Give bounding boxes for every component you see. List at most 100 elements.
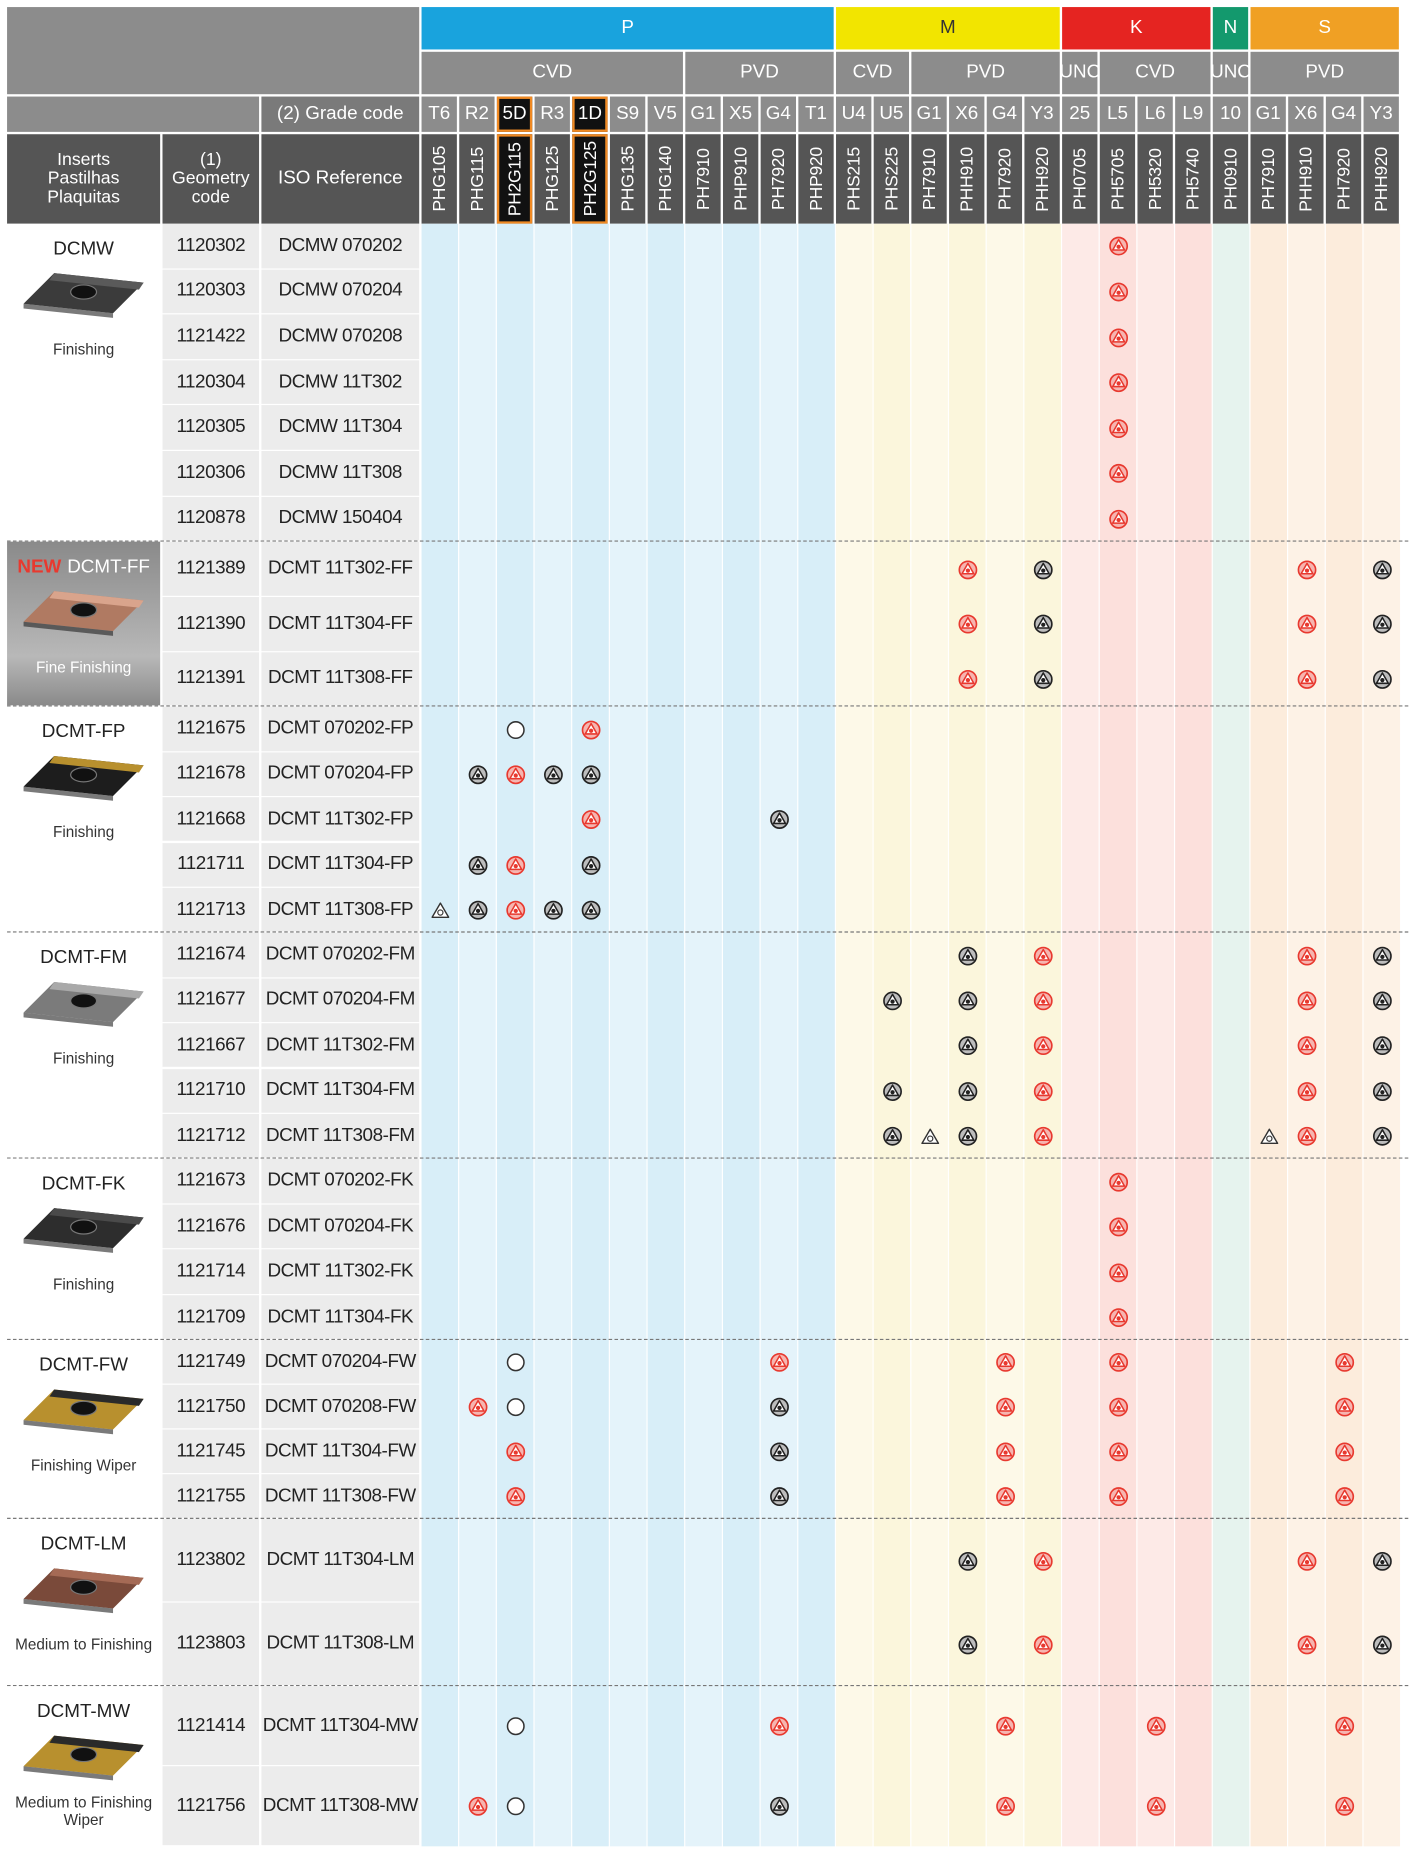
insert-name: DCMT-FM <box>7 945 160 973</box>
group-label: S <box>1250 7 1399 50</box>
grade-symbol-red <box>1335 1398 1355 1417</box>
insert-name: DCMT-FW <box>7 1352 160 1380</box>
geometry-code: 1120304 <box>162 360 260 405</box>
iso-grade-cell: PHS225 <box>873 134 910 224</box>
column-bg <box>798 223 835 1847</box>
group-separator <box>7 705 1409 707</box>
column-bg <box>836 223 873 1847</box>
grade-symbol-open <box>506 720 525 739</box>
iso-grade-cell: PH2G125 <box>572 134 608 224</box>
grade-symbol-red <box>1335 1797 1355 1817</box>
grade-code: S9 <box>609 96 646 132</box>
grade-code: T6 <box>421 96 457 132</box>
grade-symbol-red <box>1109 282 1129 302</box>
geometry-code: 1121390 <box>162 596 260 651</box>
grade-symbol-red <box>1109 1442 1129 1462</box>
grade-symbol-open <box>506 1797 525 1816</box>
grade-symbol-red <box>1335 1717 1355 1736</box>
insert-image <box>23 1568 144 1614</box>
column-bg <box>1363 223 1401 1847</box>
grade-code: R2 <box>459 96 495 132</box>
grade-symbol-red <box>1109 418 1129 438</box>
geometry-code: 1121673 <box>162 1159 260 1204</box>
column-bg <box>911 223 948 1847</box>
geometry-code: 1121389 <box>162 541 260 596</box>
insert-image <box>23 1208 144 1254</box>
grade-symbol-red <box>1297 669 1317 689</box>
grade-symbol-tri <box>921 1128 940 1145</box>
iso-reference: DCMT 11T308-FF <box>261 651 420 706</box>
grade-symbol-red <box>1109 327 1129 347</box>
geometry-code: 1121678 <box>162 752 260 797</box>
grade-code: U4 <box>836 96 872 132</box>
grade-symbol-black <box>1033 669 1053 689</box>
grade-code: R3 <box>534 96 570 132</box>
grade-symbol-black <box>958 1635 978 1655</box>
insert-cell: DCMT-FP Finishing <box>7 706 161 932</box>
iso-grade: PHG135 <box>617 146 638 212</box>
grade-symbol-black <box>958 946 978 965</box>
grade-symbol-red <box>1297 1081 1317 1101</box>
grade-symbol-red <box>1146 1717 1166 1736</box>
subgroup-label: CVD <box>836 51 910 95</box>
insert-caption: Finishing <box>52 1048 115 1067</box>
insert-image <box>23 1389 144 1435</box>
column-bg <box>1175 223 1212 1847</box>
geometry-code: 1121677 <box>162 978 260 1023</box>
grade-symbol-red <box>506 900 526 920</box>
grade-symbol-black <box>1372 559 1392 579</box>
iso-grade-cell: PHG125 <box>534 134 570 224</box>
grade-symbol-red <box>1146 1797 1166 1817</box>
grade-symbol-red <box>1109 373 1129 393</box>
iso-grade-cell: PHH920 <box>1363 134 1399 224</box>
subgroup-label: PVD <box>1250 51 1399 95</box>
grade-symbol-red <box>1109 1217 1129 1237</box>
subgroup-label: CVD <box>421 51 683 95</box>
insert-name-text: DCMW <box>53 239 114 260</box>
iso-grade: PH0910 <box>1220 148 1241 210</box>
grade-code: 10 <box>1212 96 1249 132</box>
grade-symbol-black <box>883 991 902 1011</box>
iso-grade-cell: PHG115 <box>459 134 495 224</box>
grade-symbol-red <box>958 614 978 634</box>
geometry-code: 1120303 <box>162 269 260 314</box>
iso-grade-cell: PHH910 <box>1288 134 1324 224</box>
grade-symbol-open <box>506 1398 525 1417</box>
grade-symbol-red <box>770 1717 789 1736</box>
column-bg <box>1212 223 1250 1847</box>
geometry-code: 1121711 <box>162 842 260 887</box>
grade-code: G1 <box>1250 96 1286 132</box>
grade-code: G1 <box>685 96 721 132</box>
geometry-code: 1121674 <box>162 932 260 977</box>
grade-code: L6 <box>1137 96 1173 132</box>
grade-symbol-black <box>581 765 601 785</box>
insert-image <box>23 1735 144 1781</box>
grade-symbol-black <box>958 991 978 1011</box>
group-label: M <box>836 7 1060 50</box>
iso-reference: DCMT 11T304-FW <box>261 1429 420 1474</box>
grade-symbol-red <box>1033 1551 1053 1571</box>
grade-symbol-black <box>581 855 601 875</box>
grade-symbol-open <box>506 1717 525 1736</box>
grade-symbol-black <box>770 1797 789 1817</box>
iso-reference: DCMT 070204-FM <box>261 978 420 1023</box>
grade-symbol-red <box>1033 1126 1053 1146</box>
iso-grade: PH2G115 <box>504 142 525 216</box>
group-separator <box>7 1339 1409 1341</box>
geometry-code: 1121750 <box>162 1385 260 1429</box>
iso-grade-cell: PHP920 <box>798 134 834 224</box>
insert-caption: Finishing <box>52 822 115 841</box>
insert-cell: DCMT-LM Medium to Finishing <box>7 1519 161 1686</box>
iso-reference: DCMT 070208-FW <box>261 1385 420 1429</box>
iso-grade: PHS215 <box>843 147 864 211</box>
iso-reference: DCMT 11T304-FP <box>261 842 420 887</box>
column-bg <box>1250 223 1288 1847</box>
grade-symbol-black <box>544 765 563 785</box>
iso-grade-cell: PH5320 <box>1137 134 1173 224</box>
grade-symbol-red <box>958 559 978 579</box>
iso-grade: PHG105 <box>429 146 450 212</box>
insert-caption: Finishing <box>52 1274 115 1293</box>
iso-reference: DCMT 070204-FW <box>261 1340 420 1384</box>
grade-symbol-red <box>1297 614 1317 634</box>
iso-reference: DCMT 070204-FK <box>261 1204 420 1249</box>
